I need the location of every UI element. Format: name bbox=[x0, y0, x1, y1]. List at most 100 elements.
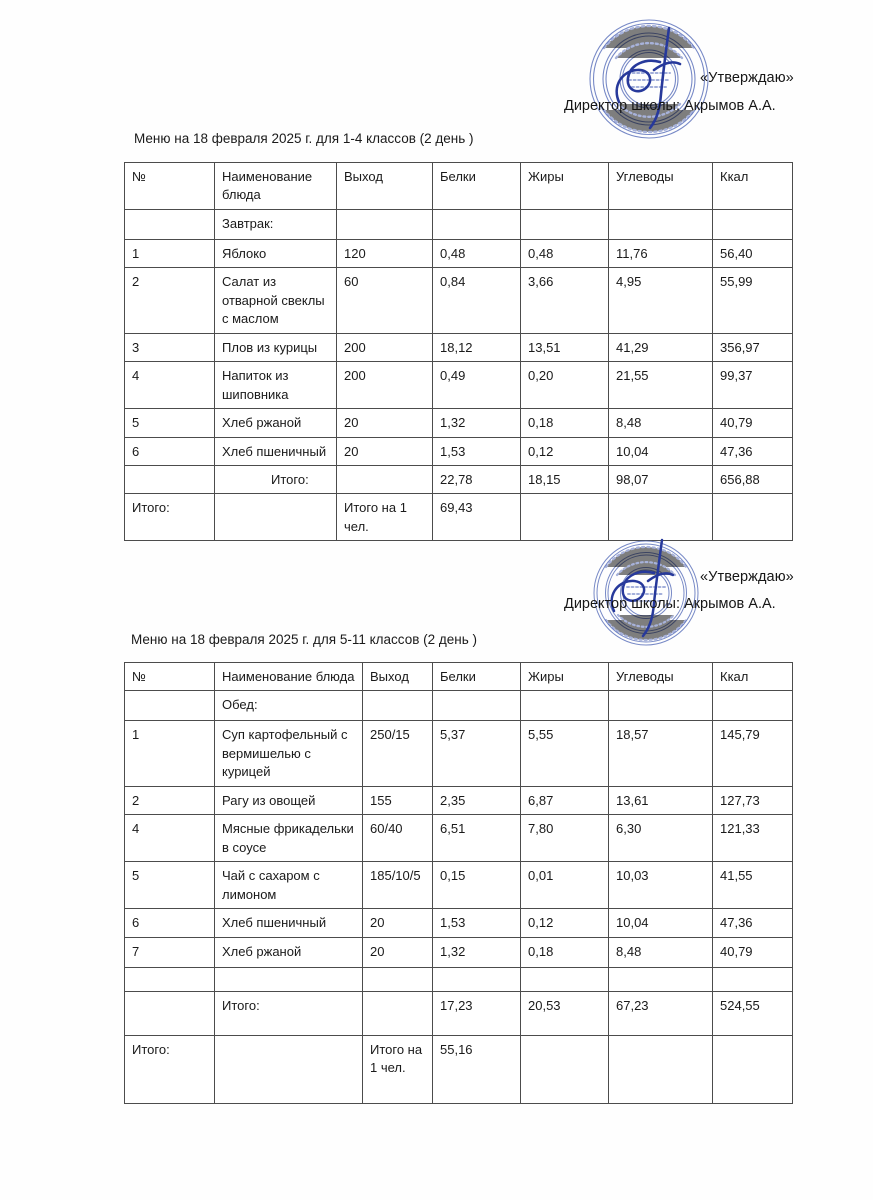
spacer-fat bbox=[520, 966, 609, 992]
cell-out: 200 bbox=[336, 332, 433, 363]
subtotal-num bbox=[124, 990, 215, 1036]
grand-total-per-person-label: Итого на 1 чел. bbox=[362, 1034, 433, 1104]
meal-row-fat bbox=[520, 208, 609, 240]
table-row: 5 Чай с сахаром с лимоном 185/10/5 0,15 … bbox=[124, 861, 793, 910]
cell-protein: 1,32 bbox=[432, 408, 521, 438]
cell-num: 5 bbox=[124, 861, 215, 910]
cell-kcal: 55,99 bbox=[712, 267, 793, 334]
grand-total-carbs bbox=[608, 493, 713, 542]
meal-label-row: Завтрак: bbox=[124, 208, 793, 240]
cell-fat: 0,12 bbox=[520, 908, 609, 938]
cell-name: Рагу из овощей bbox=[214, 785, 363, 816]
grand-total-label: Итого: bbox=[124, 1034, 215, 1104]
cell-num: 7 bbox=[124, 936, 215, 968]
meal-label-row: Обед: bbox=[124, 690, 793, 722]
subtotal-fat: 18,15 bbox=[520, 464, 609, 495]
cell-fat: 6,87 bbox=[520, 785, 609, 816]
cell-name: Салат из отварной свеклы с маслом bbox=[214, 267, 337, 334]
cell-num: 1 bbox=[124, 238, 215, 269]
column-header-out: Выход bbox=[362, 661, 433, 692]
column-header-carbs: Углеводы bbox=[608, 162, 713, 210]
table-row: 1 Суп картофельный с вермишелью с курице… bbox=[124, 720, 793, 787]
subtotal-out bbox=[362, 990, 433, 1036]
table-row: 6 Хлеб пшеничный 20 1,53 0,12 10,04 47,3… bbox=[124, 908, 793, 938]
cell-protein: 1,32 bbox=[432, 936, 521, 968]
column-header-num: № bbox=[124, 162, 215, 210]
grand-total-kcal bbox=[712, 1034, 793, 1104]
column-header-protein: Белки bbox=[432, 661, 521, 692]
cell-num: 1 bbox=[124, 720, 215, 787]
round-seal-stamp-icon bbox=[592, 539, 700, 647]
cell-out: 60 bbox=[336, 267, 433, 334]
meal-row-num bbox=[124, 208, 215, 240]
cell-name: Плов из курицы bbox=[214, 332, 337, 363]
cell-carbs: 6,30 bbox=[608, 814, 713, 863]
subtotal-label: Итого: bbox=[214, 464, 337, 495]
cell-num: 3 bbox=[124, 332, 215, 363]
approval-block-breakfast: «Утверждаю» Директор школы: Акрымов А.А. bbox=[540, 18, 860, 148]
grand-total-fat bbox=[520, 1034, 609, 1104]
cell-protein: 0,49 bbox=[432, 361, 521, 410]
cell-protein: 5,37 bbox=[432, 720, 521, 787]
cell-out: 20 bbox=[362, 936, 433, 968]
subtotal-carbs: 67,23 bbox=[608, 990, 713, 1036]
subtotal-num bbox=[124, 464, 215, 495]
table-row: 2 Рагу из овощей 155 2,35 6,87 13,61 127… bbox=[124, 785, 793, 816]
cell-fat: 0,18 bbox=[520, 408, 609, 438]
subtotal-protein: 17,23 bbox=[432, 990, 521, 1036]
subtotal-row: Итого: 17,23 20,53 67,23 524,55 bbox=[124, 990, 793, 1036]
spacer-num bbox=[124, 966, 215, 992]
spacer-out bbox=[362, 966, 433, 992]
cell-carbs: 11,76 bbox=[608, 238, 713, 269]
spacer-name bbox=[214, 966, 363, 992]
cell-fat: 13,51 bbox=[520, 332, 609, 363]
meal-row-out bbox=[336, 208, 433, 240]
cell-kcal: 56,40 bbox=[712, 238, 793, 269]
table-row: 3 Плов из курицы 200 18,12 13,51 41,29 3… bbox=[124, 332, 793, 363]
grand-total-row: Итого: Итого на 1 чел. 69,43 bbox=[124, 493, 793, 542]
column-header-protein: Белки bbox=[432, 162, 521, 210]
cell-name: Хлеб ржаной bbox=[214, 936, 363, 968]
meal-row-kcal bbox=[712, 208, 793, 240]
cell-fat: 0,12 bbox=[520, 436, 609, 466]
table-row: 6 Хлеб пшеничный 20 1,53 0,12 10,04 47,3… bbox=[124, 436, 793, 466]
spacer-protein bbox=[432, 966, 521, 992]
cell-kcal: 127,73 bbox=[712, 785, 793, 816]
approval-word: «Утверждаю» bbox=[700, 70, 794, 86]
cell-fat: 5,55 bbox=[520, 720, 609, 787]
table-row: 4 Мясные фрикадельки в соусе 60/40 6,51 … bbox=[124, 814, 793, 863]
cell-carbs: 10,03 bbox=[608, 861, 713, 910]
menu-title-breakfast: Меню на 18 февраля 2025 г. для 1-4 класс… bbox=[134, 131, 474, 146]
cell-carbs: 4,95 bbox=[608, 267, 713, 334]
cell-protein: 1,53 bbox=[432, 908, 521, 938]
cell-fat: 0,01 bbox=[520, 861, 609, 910]
menu-table-breakfast: № Наименование блюда Выход Белки Жиры Уг… bbox=[124, 162, 793, 542]
table-row: 2 Салат из отварной свеклы с маслом 60 0… bbox=[124, 267, 793, 334]
meal-row-carbs bbox=[608, 690, 713, 722]
cell-carbs: 8,48 bbox=[608, 936, 713, 968]
subtotal-out bbox=[336, 464, 433, 495]
cell-num: 4 bbox=[124, 814, 215, 863]
cell-kcal: 121,33 bbox=[712, 814, 793, 863]
cell-fat: 0,20 bbox=[520, 361, 609, 410]
subtotal-carbs: 98,07 bbox=[608, 464, 713, 495]
table-row: 1 Яблоко 120 0,48 0,48 11,76 56,40 bbox=[124, 238, 793, 269]
cell-name: Хлеб пшеничный bbox=[214, 908, 363, 938]
table-header-row: № Наименование блюда Выход Белки Жиры Уг… bbox=[124, 661, 793, 692]
cell-protein: 0,48 bbox=[432, 238, 521, 269]
cell-num: 2 bbox=[124, 267, 215, 334]
meal-row-num bbox=[124, 690, 215, 722]
cell-fat: 3,66 bbox=[520, 267, 609, 334]
cell-out: 250/15 bbox=[362, 720, 433, 787]
column-header-kcal: Ккал bbox=[712, 661, 793, 692]
cell-carbs: 8,48 bbox=[608, 408, 713, 438]
grand-total-spacer bbox=[214, 493, 337, 542]
cell-name: Мясные фрикадельки в соусе bbox=[214, 814, 363, 863]
cell-name: Яблоко bbox=[214, 238, 337, 269]
spacer-kcal bbox=[712, 966, 793, 992]
cell-protein: 2,35 bbox=[432, 785, 521, 816]
cell-carbs: 41,29 bbox=[608, 332, 713, 363]
cell-carbs: 18,57 bbox=[608, 720, 713, 787]
grand-total-value: 69,43 bbox=[432, 493, 521, 542]
director-line: Директор школы: Акрымов А.А. bbox=[564, 98, 776, 114]
